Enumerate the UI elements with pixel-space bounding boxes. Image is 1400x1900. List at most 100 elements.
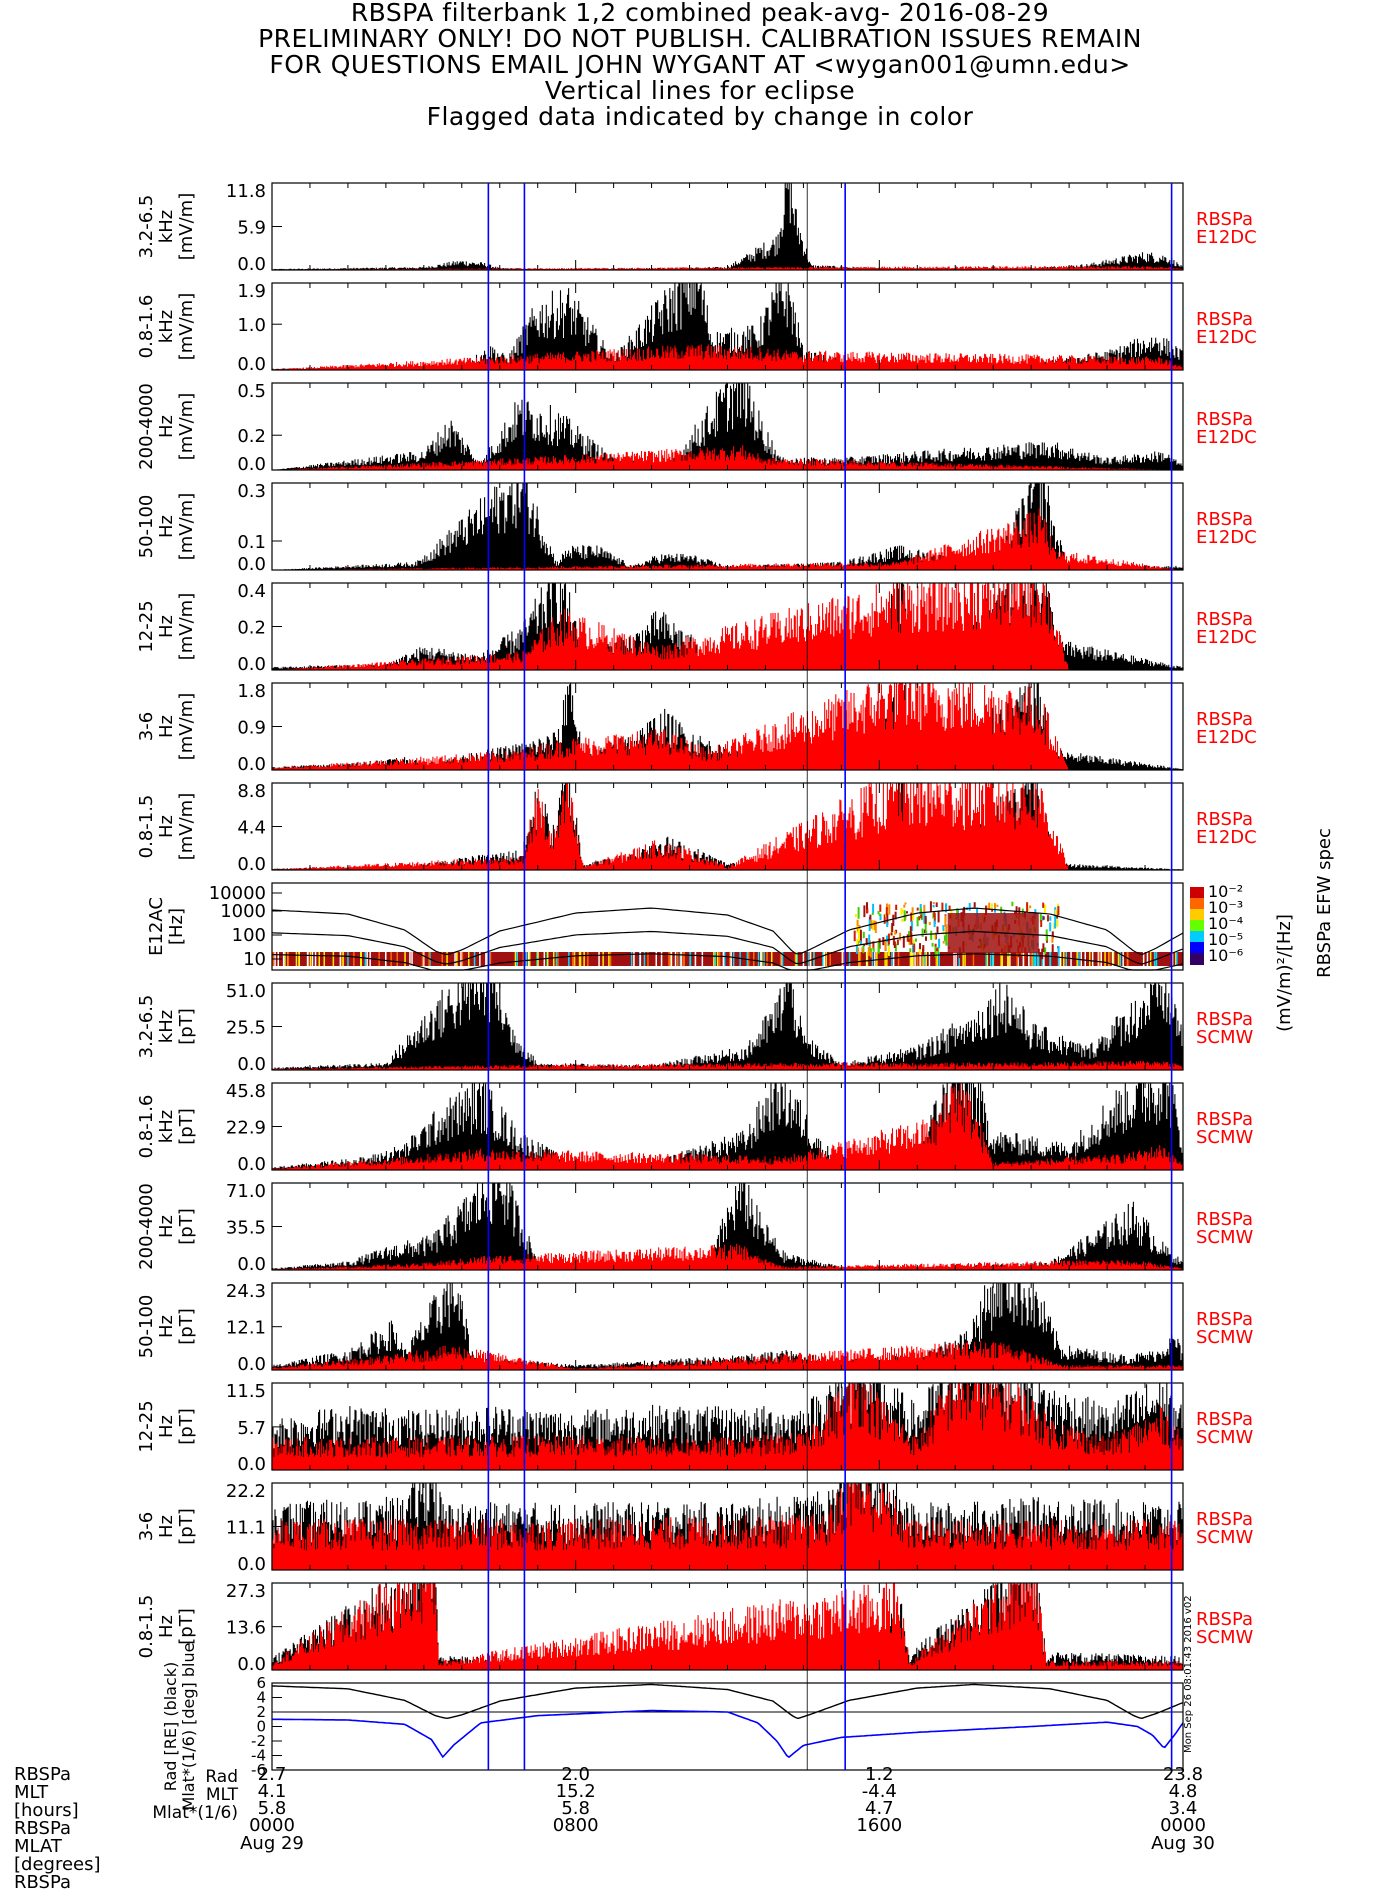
- spectrogram-activity: [890, 932, 893, 936]
- ytick-label: 0.1: [237, 532, 266, 553]
- spectrogram-activity: [879, 914, 882, 921]
- spectrogram-stripe: [396, 952, 398, 966]
- spectrogram-activity: [893, 941, 896, 948]
- side-label-instrument: E12DC: [1196, 227, 1257, 248]
- spectrogram-activity: [1054, 916, 1057, 929]
- spectrogram-activity: [915, 938, 917, 942]
- spectrogram-activity: [923, 929, 926, 934]
- spectrogram-stripe: [842, 952, 845, 966]
- spectrogram-stripe: [865, 952, 868, 966]
- ytick-label: 13.6: [226, 1618, 266, 1639]
- spectrogram-stripe: [378, 952, 380, 966]
- spectrogram-stripe: [295, 952, 298, 966]
- ytick-label: 0.0: [237, 654, 266, 675]
- spectrogram-activity: [985, 905, 988, 915]
- spectrogram-activity: [1021, 908, 1024, 917]
- spectrogram-stripe: [938, 952, 940, 966]
- ytick-label: -4: [251, 1747, 266, 1765]
- ytick-label: 6: [256, 1674, 266, 1692]
- spectrogram-stripe: [568, 952, 570, 966]
- spectrogram-stripe: [1117, 952, 1120, 966]
- spectrogram-activity: [866, 902, 868, 910]
- title-line-2: PRELIMINARY ONLY! DO NOT PUBLISH. CALIBR…: [258, 24, 1142, 53]
- side-label-spacecraft: RBSPa: [1196, 1209, 1253, 1230]
- ylabel-line: [pT]: [176, 1108, 197, 1144]
- axis-mlat-value: 5.8: [258, 1798, 287, 1819]
- ylabel-line: 200-4000: [136, 383, 157, 470]
- spectrogram-activity: [1044, 947, 1047, 955]
- spectrogram-stripe: [1028, 952, 1030, 966]
- side-label-spacecraft: RBSPa: [1196, 509, 1253, 530]
- spectrogram-activity: [924, 918, 927, 930]
- spectrogram-activity: [930, 930, 933, 940]
- ytick-label: 5.7: [237, 1418, 266, 1439]
- axis-row-label: [degrees]: [14, 1854, 101, 1875]
- spectrogram-stripe: [936, 952, 938, 966]
- spectrogram-stripe: [871, 952, 874, 966]
- spectrogram-stripe: [514, 952, 517, 966]
- spectrogram-stripe: [753, 952, 755, 966]
- side-label-instrument: E12DC: [1196, 327, 1257, 348]
- spectrogram-stripe: [925, 952, 927, 966]
- spectrogram-activity: [935, 902, 938, 907]
- spectrogram-stripe: [694, 952, 697, 966]
- spectrogram-activity: [968, 903, 971, 911]
- ytick-label: 0.4: [237, 581, 266, 602]
- spectrogram-stripe: [723, 952, 726, 966]
- spectrogram-activity: [945, 903, 947, 913]
- spectrogram-activity: [1037, 948, 1040, 955]
- ylabel: 0.8-1.5 Hz [mV/m]: [136, 793, 197, 861]
- spectrogram-activity: [942, 925, 945, 931]
- spectrogram-activity: [886, 922, 889, 927]
- spectrogram-stripe: [527, 952, 530, 966]
- spectrogram-stripe: [796, 952, 798, 966]
- ylabel-line: Hz: [156, 815, 177, 838]
- spectrogram-stripe: [404, 952, 406, 966]
- spectrogram-stripe: [489, 952, 492, 966]
- spectrogram-stripe: [639, 952, 642, 966]
- spectrogram-activity: [1018, 907, 1021, 918]
- ytick-label: 0.9: [237, 718, 266, 739]
- spectrogram-stripe: [866, 952, 869, 966]
- ylabel-line: 0.8-1.5: [136, 795, 157, 859]
- ylabel-line: Hz: [156, 715, 177, 738]
- spectrogram-stripe: [986, 952, 989, 966]
- ylabel-line: kHz: [156, 1010, 177, 1043]
- version-stamp: Mon Sep 26 08:01:43 2016 v02: [1183, 1595, 1194, 1753]
- ylabel-line: [pT]: [176, 1408, 197, 1444]
- spectrogram-stripe: [689, 952, 692, 966]
- spectrogram-activity: [945, 924, 948, 933]
- spectrogram-stripe: [953, 952, 955, 966]
- side-label-spacecraft: RBSPa: [1196, 1009, 1253, 1030]
- spectrogram-activity: [1026, 902, 1029, 913]
- spectrogram-stripe: [411, 952, 413, 966]
- ylabel: 12-25 Hz [mV/m]: [136, 593, 197, 661]
- spectrogram-stripe: [441, 952, 443, 966]
- spectrogram-activity: [883, 914, 886, 924]
- spectrogram-activity: [919, 907, 922, 915]
- ytick-label: 0.2: [237, 426, 266, 447]
- spectrogram-activity: [909, 926, 912, 935]
- ytick-label: 1.9: [237, 281, 266, 302]
- spectrogram-stripe: [516, 952, 518, 966]
- axis-ylabel-line: Rad: [205, 1767, 238, 1787]
- colorbar-tick: 10⁻⁶: [1208, 946, 1243, 965]
- spectrogram-activity: [912, 939, 915, 947]
- ytick-label: 0.0: [237, 354, 266, 375]
- ytick-label: 11.8: [226, 181, 266, 202]
- spectrogram-stripe: [555, 952, 558, 966]
- title-block: RBSPA filterbank 1,2 combined peak-avg- …: [0, 0, 1400, 130]
- ylabel: 0.8-1.6 kHz [mV/m]: [136, 293, 197, 361]
- spectrogram-activity: [892, 914, 895, 926]
- axis-rad-value: 23.8: [1163, 1764, 1203, 1785]
- spectrogram-stripe: [1049, 952, 1051, 966]
- spectrogram-stripe: [360, 952, 362, 966]
- spectrogram-activity: [895, 904, 898, 911]
- spectrogram-stripe: [1111, 952, 1114, 966]
- panel-frame: [271, 882, 1184, 971]
- spectrogram-activity: [906, 911, 908, 914]
- spectrogram-activity: [1047, 915, 1049, 922]
